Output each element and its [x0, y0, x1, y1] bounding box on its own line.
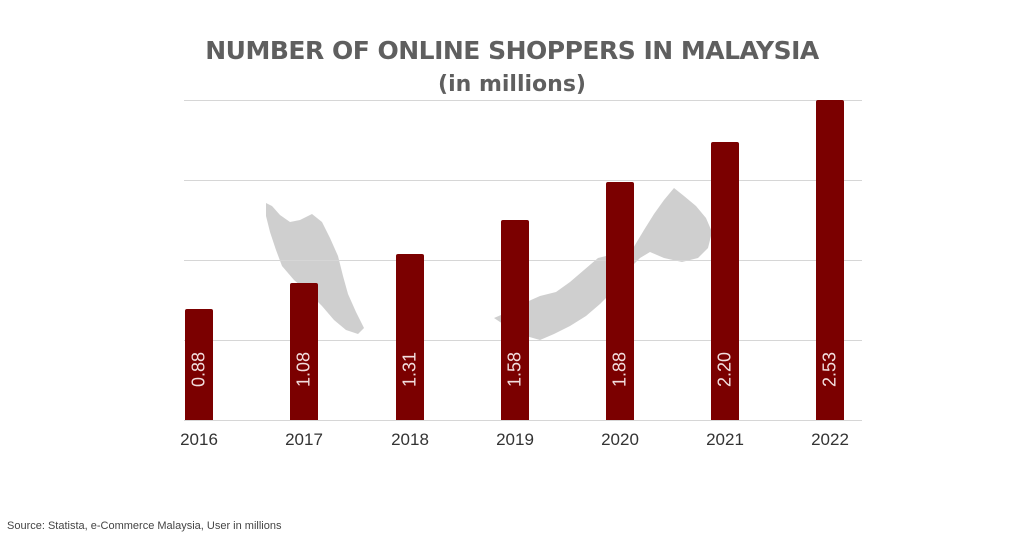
bar-value-label: 0.88: [188, 351, 209, 388]
gridline: [184, 180, 862, 181]
gridline: [184, 100, 862, 101]
chart-subtitle: (in millions): [438, 72, 586, 97]
x-tick-label: 2020: [601, 430, 639, 449]
bar: 2.53: [816, 100, 844, 420]
bar: 1.88: [606, 182, 634, 420]
bar-value-label: 2.53: [819, 351, 840, 388]
bar: 1.08: [290, 283, 318, 420]
bar: 0.88: [185, 308, 213, 420]
bar-value-label: 1.31: [399, 351, 420, 388]
chart-title: NUMBER OF ONLINE SHOPPERS IN MALAYSIA: [205, 36, 819, 65]
x-tick-label: 2018: [391, 430, 429, 449]
bar-value-label: 2.20: [714, 351, 735, 388]
x-tick-label: 2019: [496, 430, 534, 449]
x-axis-line: [184, 420, 862, 421]
bar: 1.31: [396, 254, 424, 420]
source-note: Source: Statista, e-Commerce Malaysia, U…: [7, 520, 282, 532]
bar: 2.20: [711, 141, 739, 420]
bar: 1.58: [501, 220, 529, 420]
x-tick-label: 2016: [180, 430, 218, 449]
bar-value-label: 1.08: [293, 351, 314, 388]
x-tick-label: 2021: [706, 430, 744, 449]
bar-value-label: 1.58: [504, 351, 525, 388]
x-tick-label: 2017: [285, 430, 323, 449]
bar-value-label: 1.88: [609, 351, 630, 388]
x-tick-label: 2022: [811, 430, 849, 449]
